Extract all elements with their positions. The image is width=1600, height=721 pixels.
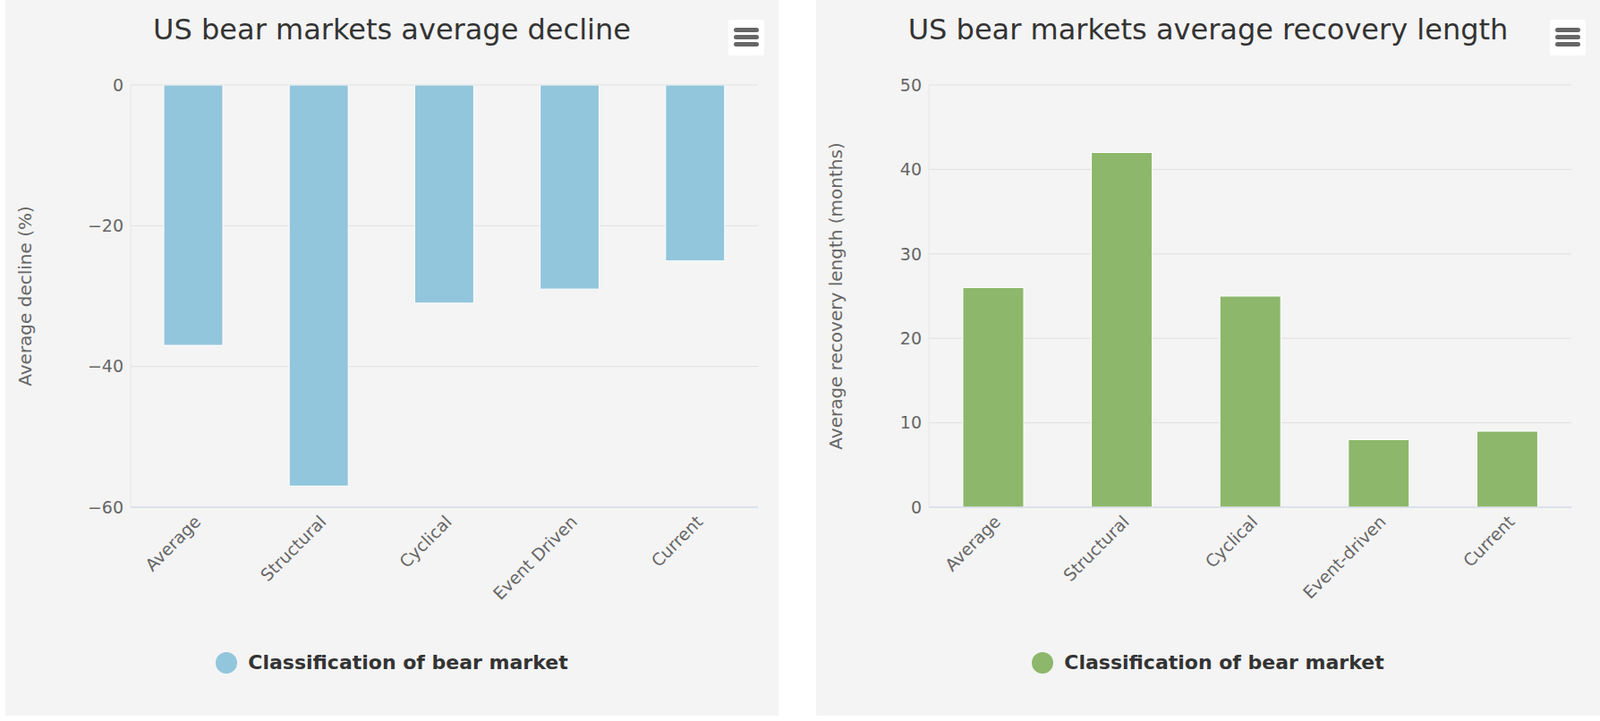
svg-text:Event-driven: Event-driven — [1299, 511, 1390, 603]
svg-text:40: 40 — [900, 159, 922, 179]
svg-text:Average recovery length (month: Average recovery length (months) — [825, 142, 847, 450]
html-text:Classification of bear market: Classification of bear market — [1064, 651, 1385, 674]
svg-text:50: 50 — [900, 75, 922, 95]
svg-text:Cyclical: Cyclical — [395, 511, 456, 572]
svg-text:Average: Average — [141, 511, 205, 576]
html-text:US bear markets average recove: US bear markets average recovery length — [908, 12, 1509, 47]
svg-text:10: 10 — [900, 412, 922, 433]
html-text:Classification of bear market: Classification of bear market — [248, 651, 568, 674]
svg-text:−60: −60 — [87, 497, 124, 518]
svg-text:−40: −40 — [87, 356, 124, 376]
svg-text:Cyclical: Cyclical — [1200, 511, 1261, 572]
svg-text:Average: Average — [940, 511, 1005, 576]
svg-text:Current: Current — [646, 511, 707, 571]
svg-text:Current: Current — [1459, 511, 1519, 571]
svg-text:0: 0 — [910, 497, 922, 518]
svg-text:Structural: Structural — [256, 511, 331, 586]
svg-text:Average decline (%): Average decline (%) — [14, 205, 36, 387]
svg-text:0: 0 — [112, 75, 124, 95]
svg-text:20: 20 — [900, 328, 922, 349]
svg-text:30: 30 — [900, 244, 922, 264]
svg-text:−20: −20 — [87, 215, 124, 236]
html-text:US bear markets average declin: US bear markets average decline — [153, 12, 631, 47]
svg-text:Event Driven: Event Driven — [488, 511, 581, 605]
svg-text:Structural: Structural — [1059, 511, 1133, 586]
